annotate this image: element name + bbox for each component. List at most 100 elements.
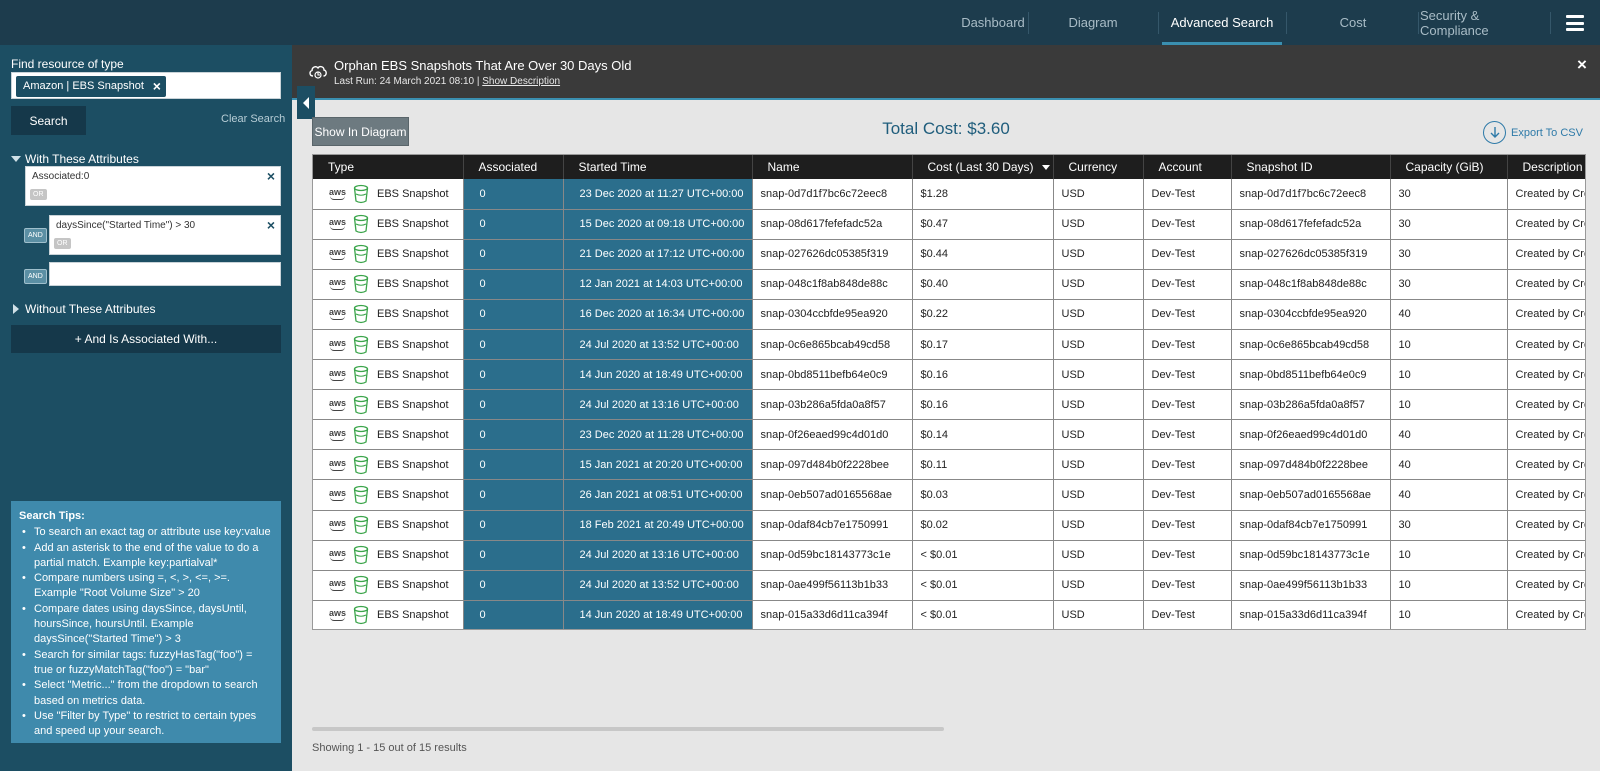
search-tips-panel: Search Tips: To search an exact tag or a… — [11, 501, 281, 743]
nav-tab-dashboard[interactable]: Dashboard — [900, 0, 1086, 45]
remove-attribute-icon[interactable]: × — [266, 217, 275, 233]
column-header-description[interactable]: Description — [1507, 155, 1585, 179]
search-tips-title: Search Tips: — [19, 510, 85, 522]
or-badge[interactable]: OR — [54, 238, 71, 249]
cell-description: Created by Cre — [1507, 179, 1585, 210]
attribute-filter-box[interactable]: Associated:0 × OR — [25, 166, 281, 206]
sort-descending-icon[interactable] — [1041, 165, 1050, 171]
cell-currency: USD — [1053, 299, 1144, 330]
cell-associated: 0 — [463, 479, 564, 511]
table-row[interactable]: aws EBS Snapshot 0 26 Jan 2021 at 08:51 UTC… — [313, 479, 1585, 511]
hamburger-menu-icon[interactable] — [1566, 15, 1584, 31]
new-attribute-input[interactable] — [49, 262, 281, 286]
table-row[interactable]: aws EBS Snapshot 0 14 Jun 2020 at 18:49 UTC… — [313, 600, 1585, 629]
ebs-snapshot-bucket-icon — [353, 365, 369, 385]
column-header-name[interactable]: Name — [752, 155, 913, 179]
cell-capacity: 10 — [1390, 389, 1508, 421]
table-row[interactable]: aws EBS Snapshot 0 21 Dec 2020 at 17:12 UTC… — [313, 239, 1585, 270]
caret-down-icon — [11, 156, 21, 162]
table-row[interactable]: aws EBS Snapshot 0 24 Jul 2020 at 13:16 UTC… — [313, 389, 1585, 421]
cell-associated: 0 — [463, 329, 564, 361]
cell-type-label: EBS Snapshot — [377, 308, 449, 321]
resource-type-chip-label: Amazon | EBS Snapshot — [23, 80, 144, 92]
table-row[interactable]: aws EBS Snapshot 0 24 Jul 2020 at 13:52 UTC… — [313, 570, 1585, 601]
cell-associated: 0 — [463, 419, 564, 451]
cell-account: Dev-Test — [1143, 299, 1232, 330]
associated-with-button[interactable]: + And Is Associated With... — [11, 325, 281, 353]
search-tip: Add an asterisk to the end of the value … — [19, 541, 273, 572]
column-header-type[interactable]: Type — [313, 155, 464, 179]
collapse-sidebar-button[interactable] — [297, 86, 315, 119]
close-icon[interactable]: × — [1577, 55, 1587, 74]
cell-type: aws EBS Snapshot — [313, 510, 464, 541]
resource-type-input[interactable]: Amazon | EBS Snapshot × — [11, 72, 281, 99]
attribute-filter-box[interactable]: daysSince("Started Time") > 30 × OR — [49, 215, 281, 255]
attribute-filter-text: Associated:0 — [32, 171, 90, 182]
search-button[interactable]: Search — [11, 106, 86, 135]
cell-description: Created by Cre — [1507, 479, 1585, 511]
cell-cost: < $0.01 — [912, 600, 1054, 629]
column-header-currency[interactable]: Currency — [1053, 155, 1144, 179]
cell-capacity: 10 — [1390, 359, 1508, 391]
cell-snapshot-id: snap-097d484b0f2228bee — [1231, 449, 1391, 481]
cell-currency: USD — [1053, 479, 1144, 511]
show-description-link[interactable]: Show Description — [482, 76, 561, 87]
column-header-account[interactable]: Account — [1143, 155, 1232, 179]
without-attributes-toggle[interactable]: Without These Attributes — [11, 302, 156, 316]
table-row[interactable]: aws EBS Snapshot 0 18 Feb 2021 at 20:49 UTC… — [313, 510, 1585, 541]
cell-cost: $0.02 — [912, 510, 1054, 541]
nav-separator — [1418, 12, 1419, 34]
table-row[interactable]: aws EBS Snapshot 0 15 Dec 2020 at 09:18 UTC… — [313, 209, 1585, 240]
cell-name: snap-0d7d1f7bc6c72eec8 — [752, 179, 913, 210]
cell-snapshot-id: snap-03b286a5fda0a8f57 — [1231, 389, 1391, 421]
cell-type-label: EBS Snapshot — [377, 368, 449, 381]
column-header-started-time[interactable]: Started Time — [563, 155, 753, 179]
download-icon — [1483, 121, 1506, 144]
table-row[interactable]: aws EBS Snapshot 0 14 Jun 2020 at 18:49 UTC… — [313, 359, 1585, 391]
remove-attribute-icon[interactable]: × — [266, 168, 275, 184]
cell-type-label: EBS Snapshot — [377, 458, 449, 471]
cell-currency: USD — [1053, 600, 1144, 629]
table-row[interactable]: aws EBS Snapshot 0 16 Dec 2020 at 16:34 UTC… — [313, 299, 1585, 330]
column-header-snapshot-id[interactable]: Snapshot ID — [1231, 155, 1391, 179]
aws-logo-icon: aws — [329, 247, 349, 261]
column-header-cost[interactable]: Cost (Last 30 Days) — [912, 155, 1054, 179]
cell-type: aws EBS Snapshot — [313, 570, 464, 601]
and-badge[interactable]: AND — [24, 228, 47, 243]
table-row[interactable]: aws EBS Snapshot 0 12 Jan 2021 at 14:03 UTC… — [313, 269, 1585, 300]
cell-name: snap-03b286a5fda0a8f57 — [752, 389, 913, 421]
table-row[interactable]: aws EBS Snapshot 0 24 Jul 2020 at 13:52 UTC… — [313, 329, 1585, 361]
nav-separator — [1550, 12, 1551, 34]
or-badge[interactable]: OR — [30, 189, 47, 200]
table-row[interactable]: aws EBS Snapshot 0 23 Dec 2020 at 11:27 UTC… — [313, 179, 1585, 210]
cell-type-label: EBS Snapshot — [377, 187, 449, 200]
remove-chip-icon[interactable]: × — [152, 78, 161, 94]
nav-tab-cost[interactable]: Cost — [1290, 0, 1416, 45]
cell-description: Created by Cre — [1507, 570, 1585, 601]
and-badge[interactable]: AND — [24, 269, 47, 284]
nav-tab-diagram[interactable]: Diagram — [1030, 0, 1156, 45]
nav-tab-advanced-search[interactable]: Advanced Search — [1162, 0, 1282, 45]
with-attributes-toggle[interactable]: With These Attributes — [11, 152, 139, 166]
nav-tab-security-compliance[interactable]: Security & Compliance — [1420, 0, 1548, 45]
column-header-capacity[interactable]: Capacity (GiB) — [1390, 155, 1508, 179]
table-header-row: Type Associated Started Time Name Cost (… — [313, 155, 1585, 179]
ebs-snapshot-bucket-icon — [353, 335, 369, 355]
cell-cost: < $0.01 — [912, 540, 1054, 571]
ebs-snapshot-bucket-icon — [353, 425, 369, 445]
horizontal-scrollbar[interactable] — [312, 727, 944, 731]
table-row[interactable]: aws EBS Snapshot 0 24 Jul 2020 at 13:16 UTC… — [313, 540, 1585, 571]
export-csv-button[interactable]: Export To CSV — [1483, 121, 1583, 144]
cell-type-label: EBS Snapshot — [377, 609, 449, 622]
cell-name: snap-027626dc05385f319 — [752, 239, 913, 270]
show-in-diagram-button[interactable]: Show In Diagram — [312, 117, 409, 146]
ebs-snapshot-bucket-icon — [353, 214, 369, 234]
cell-description: Created by Cre — [1507, 359, 1585, 391]
clear-search-link[interactable]: Clear Search — [221, 113, 286, 125]
cell-name: snap-097d484b0f2228bee — [752, 449, 913, 481]
cell-started-time: 15 Jan 2021 at 20:20 UTC+00:00 — [563, 449, 753, 481]
cell-account: Dev-Test — [1143, 389, 1232, 421]
table-row[interactable]: aws EBS Snapshot 0 23 Dec 2020 at 11:28 UTC… — [313, 419, 1585, 451]
column-header-associated[interactable]: Associated — [463, 155, 564, 179]
table-row[interactable]: aws EBS Snapshot 0 15 Jan 2021 at 20:20 UTC… — [313, 449, 1585, 481]
